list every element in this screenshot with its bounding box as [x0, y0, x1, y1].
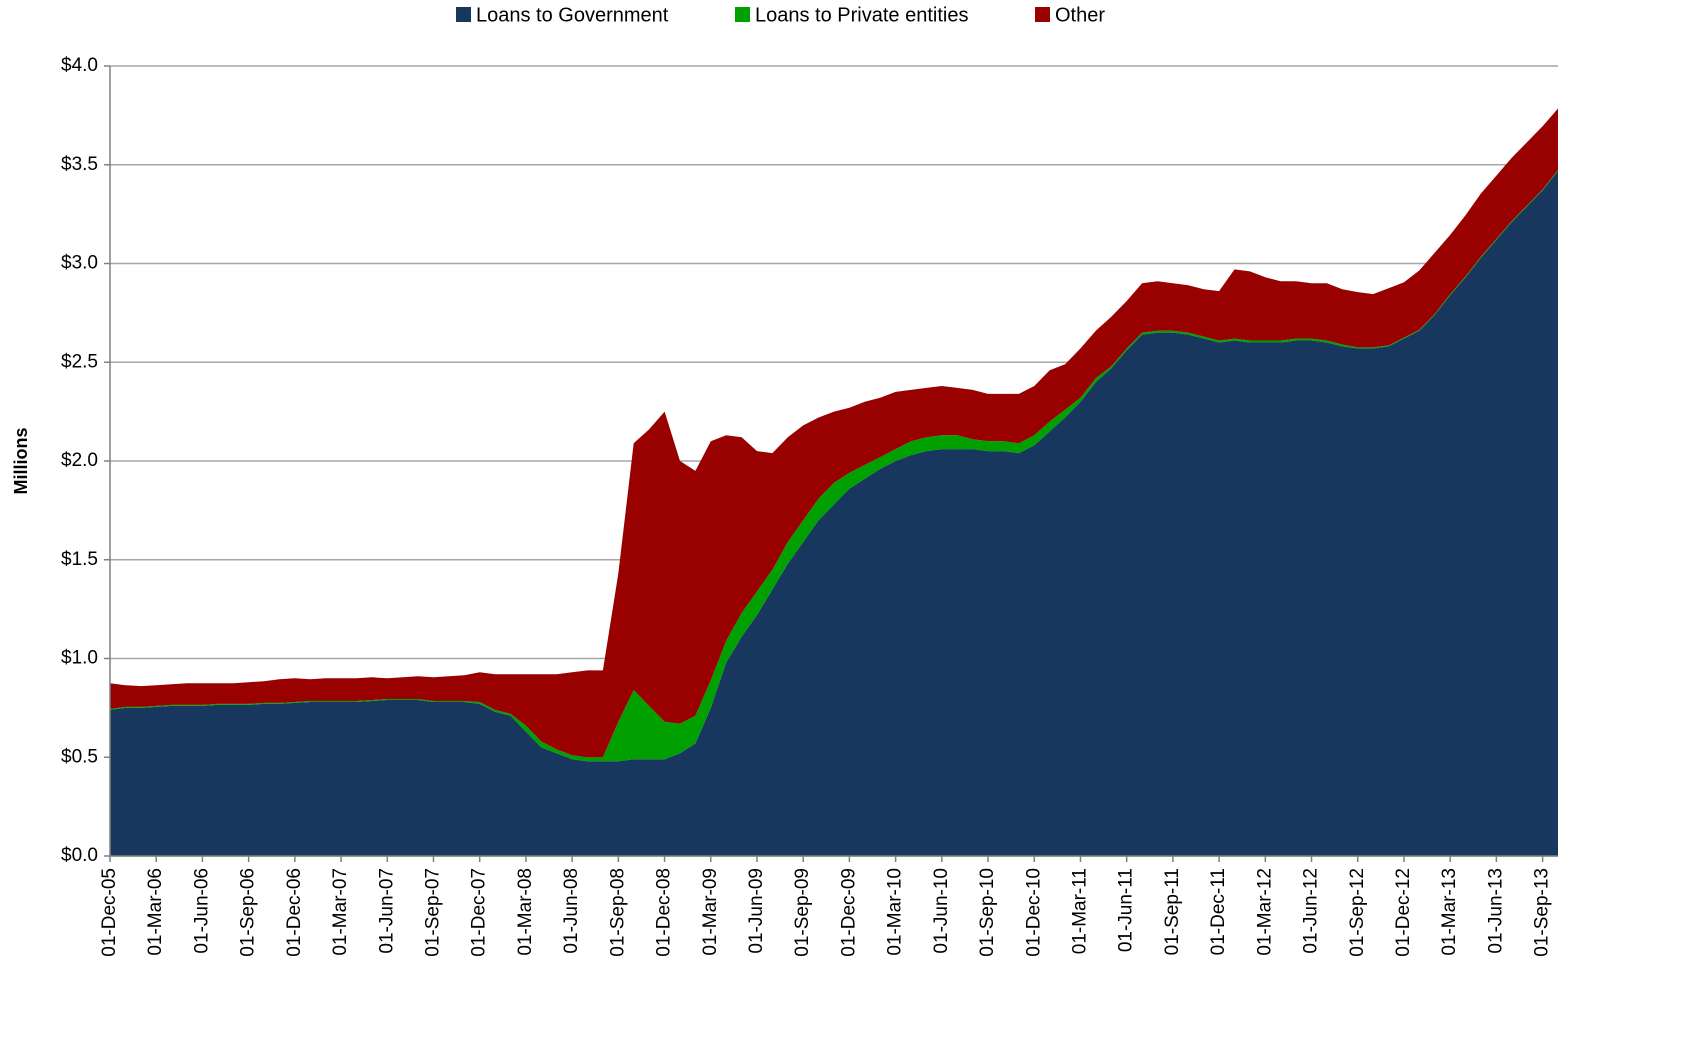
x-tick-label: 01-Sep-07	[423, 868, 444, 957]
x-tick-label: 01-Mar-06	[145, 868, 166, 956]
x-tick-label: 01-Sep-10	[977, 868, 998, 957]
x-tick-label: 01-Dec-12	[1393, 868, 1414, 957]
y-axis-label: Millions	[11, 428, 31, 495]
x-tick-label: 01-Jun-08	[561, 868, 582, 954]
area	[110, 108, 1558, 758]
y-tick-label: $0.5	[61, 746, 98, 767]
x-tick-label: 01-Mar-09	[700, 868, 721, 956]
x-tick-label: 01-Mar-13	[1439, 868, 1460, 956]
y-tick-label: $3.0	[61, 253, 98, 274]
legend-swatch	[456, 7, 471, 22]
x-tick-label: 01-Sep-09	[792, 868, 813, 957]
x-tick-label: 01-Jun-06	[191, 868, 212, 954]
x-tick-label: 01-Sep-13	[1532, 868, 1553, 957]
x-tick-label: 01-Mar-12	[1254, 868, 1275, 956]
x-tick-label: 01-Dec-08	[654, 868, 675, 957]
y-tick-label: $0.0	[61, 845, 98, 866]
x-tick-label: 01-Jun-13	[1485, 868, 1506, 954]
x-tick-label: 01-Jun-12	[1301, 868, 1322, 954]
y-tick-label: $2.0	[61, 450, 98, 471]
x-tick-label: 01-Mar-08	[515, 868, 536, 956]
legend-label: Loans to Private entities	[755, 4, 968, 26]
x-tick-label: 01-Sep-11	[1162, 868, 1183, 955]
legend-label: Other	[1055, 4, 1105, 26]
x-tick-label: 01-Jun-11	[1116, 868, 1137, 952]
y-tick-label: $3.5	[61, 154, 98, 175]
x-tick-label: 01-Dec-06	[284, 868, 305, 957]
x-tick-label: 01-Mar-10	[885, 868, 906, 956]
x-tick-label: 01-Dec-11	[1208, 868, 1229, 955]
x-tick-label: 01-Sep-12	[1347, 868, 1368, 957]
x-tick-label: 01-Dec-10	[1023, 868, 1044, 957]
y-tick-label: $1.5	[61, 549, 98, 570]
legend-swatch	[1035, 7, 1050, 22]
legend-label: Loans to Government	[476, 4, 669, 26]
x-tick-label: 01-Mar-07	[330, 868, 351, 956]
x-tick-label: 01-Jun-09	[746, 868, 767, 954]
legend-swatch	[735, 7, 750, 22]
y-tick-label: $4.0	[61, 55, 98, 76]
x-tick-label: 01-Dec-09	[838, 868, 859, 957]
y-tick-label: $2.5	[61, 351, 98, 372]
area	[110, 170, 1558, 856]
x-tick-label: 01-Mar-11	[1069, 868, 1090, 954]
x-tick-label: 01-Dec-07	[469, 868, 490, 957]
x-tick-label: 01-Sep-06	[238, 868, 259, 957]
x-tick-label: 01-Dec-05	[99, 868, 120, 957]
y-tick-label: $1.0	[61, 648, 98, 669]
x-tick-label: 01-Sep-08	[607, 868, 628, 957]
x-tick-label: 01-Jun-10	[931, 868, 952, 954]
x-tick-label: 01-Jun-07	[376, 868, 397, 954]
